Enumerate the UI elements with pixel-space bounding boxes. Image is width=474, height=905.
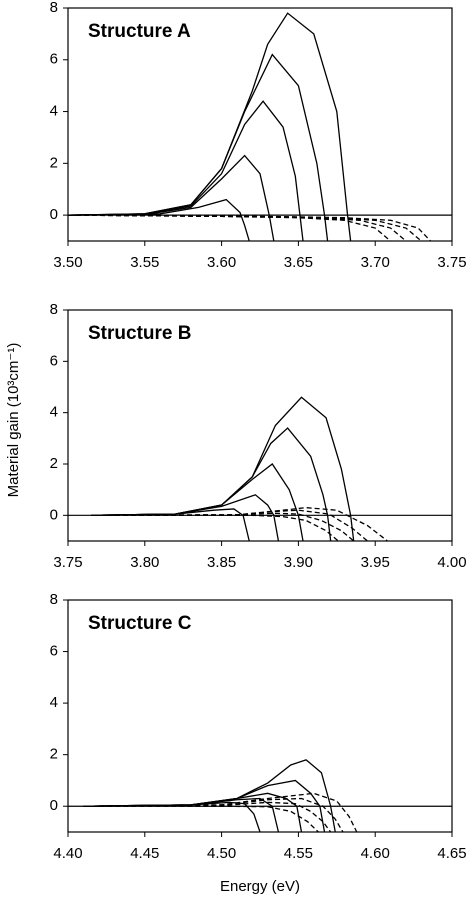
panel-title: Structure A [88, 21, 191, 42]
x-tick-label: 4.45 [130, 845, 159, 862]
x-tick-label: 4.55 [284, 845, 313, 862]
y-tick-label: 2 [50, 455, 58, 472]
x-tick-label: 3.85 [207, 554, 236, 571]
x-tick-label: 3.70 [361, 254, 390, 271]
gain-curve [91, 508, 250, 541]
x-tick-label: 3.55 [130, 254, 159, 271]
gain-curve [68, 198, 250, 241]
y-tick-label: 4 [50, 404, 58, 421]
plot-frame [67, 599, 453, 833]
gain-curve [68, 53, 329, 241]
y-tick-label: 6 [50, 352, 58, 369]
y-tick-label: 8 [50, 591, 58, 608]
plot-frame [67, 309, 453, 542]
y-tick-label: 8 [50, 0, 58, 16]
gain-curve [91, 427, 332, 541]
plot-frame [67, 7, 453, 242]
x-axis-label: Energy (eV) [220, 878, 300, 895]
x-tick-label: 3.50 [53, 254, 82, 271]
x-tick-label: 3.80 [130, 554, 159, 571]
y-tick-label: 8 [50, 301, 58, 318]
gain-curve [83, 792, 358, 832]
x-tick-label: 4.40 [53, 845, 82, 862]
y-tick-label: 2 [50, 746, 58, 763]
y-tick-label: 4 [50, 103, 58, 120]
y-tick-label: 0 [50, 206, 58, 223]
x-tick-label: 3.60 [207, 254, 236, 271]
gain-curve [91, 494, 280, 541]
panel-title: Structure C [88, 613, 192, 634]
plot-lines [91, 396, 388, 541]
x-tick-label: 4.65 [437, 845, 466, 862]
x-tick-label: 3.65 [284, 254, 313, 271]
y-tick-label: 6 [50, 51, 58, 68]
plot-lines [68, 12, 431, 241]
gain-curve [68, 214, 431, 241]
y-tick-label: 4 [50, 694, 58, 711]
gain-curve [83, 801, 332, 832]
gain-curve [83, 805, 319, 832]
x-tick-label: 3.95 [361, 554, 390, 571]
gain-curve [91, 514, 339, 541]
plot-lines [83, 759, 358, 832]
x-tick-label: 4.00 [437, 554, 466, 571]
y-tick-label: 0 [50, 506, 58, 523]
gain-curve [91, 512, 355, 541]
y-axis-label: Material gain (10³cm⁻¹) [5, 343, 22, 498]
x-tick-label: 3.75 [437, 254, 466, 271]
x-tick-label: 3.75 [53, 554, 82, 571]
gain-curve [83, 759, 336, 832]
y-tick-label: 6 [50, 643, 58, 660]
gain-curve [68, 214, 407, 241]
gain-curve [91, 463, 304, 541]
x-tick-label: 4.50 [207, 845, 236, 862]
x-tick-label: 4.60 [361, 845, 390, 862]
gain-curve [68, 100, 304, 241]
y-tick-label: 2 [50, 154, 58, 171]
panel-title: Structure B [88, 323, 191, 344]
y-tick-label: 0 [50, 797, 58, 814]
x-tick-label: 3.90 [284, 554, 313, 571]
gain-curve [83, 797, 280, 832]
gain-curve [68, 154, 275, 241]
